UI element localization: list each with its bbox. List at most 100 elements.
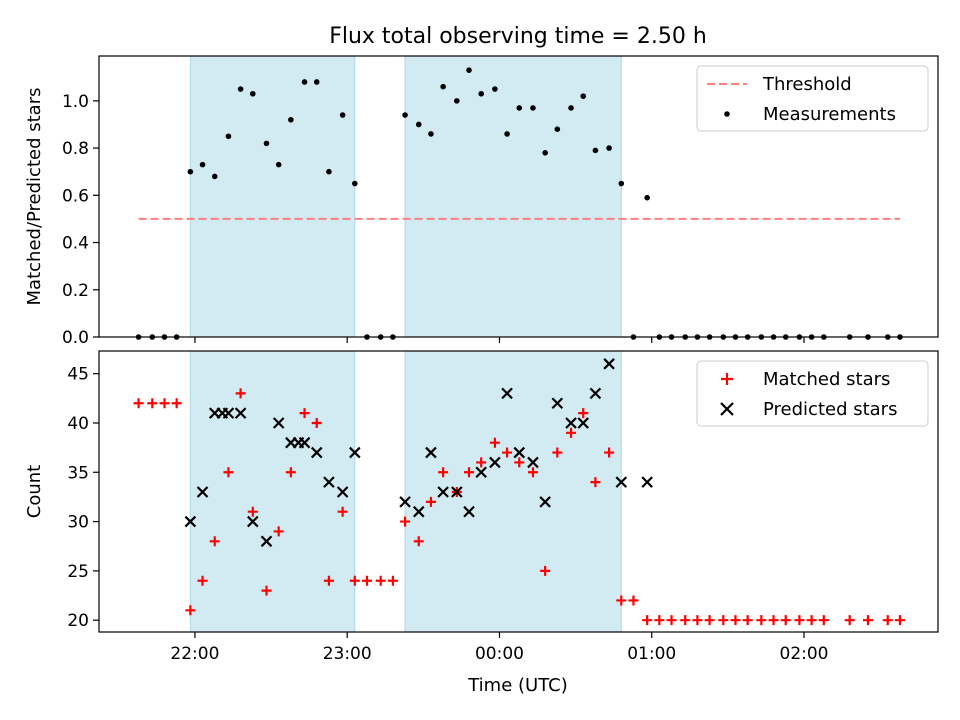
legend-box (696, 65, 929, 132)
matched-star-point (311, 417, 322, 428)
matched-star-point (147, 398, 158, 409)
matched-star-point (844, 615, 855, 626)
matched-star-point (590, 477, 601, 488)
y-tick-label: 0.6 (62, 186, 89, 206)
y-tick-label: 20 (67, 611, 89, 631)
matched-star-point (197, 575, 208, 586)
y-tick-label: 0.0 (62, 328, 89, 348)
predicted-star-point (539, 496, 551, 508)
x-tick-label: 22:00 (170, 644, 219, 664)
y-tick-label: 0.8 (62, 139, 89, 159)
matched-star-point (604, 447, 615, 458)
figure-title: Flux total observing time = 2.50 h (329, 24, 707, 49)
y-tick-label: 0.4 (62, 234, 89, 254)
measurement-point (618, 180, 625, 187)
predicted-star-point (641, 476, 653, 488)
measurement-point (530, 105, 536, 111)
predicted-star-point (247, 515, 259, 528)
legend-label: Measurements (763, 104, 896, 125)
measurement-point (454, 98, 460, 104)
y-axis-label: Matched/Predicted stars (24, 88, 45, 306)
matched-star-point (666, 615, 677, 626)
y-tick-label: 1.0 (62, 92, 89, 112)
y-tick-label: 25 (67, 562, 89, 582)
matched-star-point (476, 457, 487, 468)
measurement-point (568, 105, 574, 111)
matched-star-point (171, 398, 182, 409)
measurement-point (249, 90, 256, 97)
measurement-point (644, 194, 650, 201)
predicted-star-point (513, 446, 526, 459)
matched-star-point (616, 595, 627, 606)
matched-star-point (361, 575, 372, 586)
matched-star-point (387, 575, 398, 586)
measurement-point (339, 112, 346, 118)
legend: Matched stars Predicted stars (696, 360, 929, 427)
matched-star-point (375, 575, 386, 586)
legend-matched-swatch (721, 373, 733, 385)
measurement-point (504, 131, 510, 137)
measurement-point (237, 86, 244, 92)
matched-star-point (730, 615, 741, 626)
measurement-point (606, 145, 612, 151)
x-tick-label: 23:00 (323, 644, 372, 664)
predicted-star-point (399, 496, 411, 508)
matched-star-point (223, 467, 234, 478)
y-tick-label: 40 (67, 414, 89, 434)
legend-box (696, 360, 929, 427)
predicted-star-point (298, 436, 311, 449)
measurement-point (199, 161, 206, 168)
matched-star-point (780, 615, 791, 626)
matched-star-point (209, 536, 220, 547)
matched-star-point (502, 447, 513, 458)
plot-area-frame (98, 350, 939, 633)
matched-star-point (862, 615, 873, 626)
predicted-star-point (615, 476, 628, 488)
legend: Threshold Measurements (696, 65, 929, 132)
predicted-star-point (501, 387, 513, 400)
matched-star-point (540, 565, 551, 576)
predicted-star-point (527, 456, 539, 469)
predicted-star-point (603, 358, 615, 370)
matched-star-point (756, 615, 767, 626)
matched-star-point (704, 615, 715, 626)
measurement-point (275, 161, 282, 168)
measurement-point (592, 147, 599, 154)
matched-star-point (742, 615, 753, 626)
matched-star-point (818, 615, 829, 626)
predicted-star-point (475, 466, 487, 479)
predicted-star-point (323, 476, 335, 488)
matched-star-point (261, 585, 272, 596)
matched-star-point (235, 388, 246, 399)
matched-star-point (285, 467, 296, 478)
shaded-interval (189, 350, 356, 633)
measurement-point (187, 168, 194, 175)
measurement-point (478, 90, 484, 97)
measurement-point (580, 93, 587, 99)
measurement-point (415, 121, 422, 128)
x-tick-label: 02:00 (780, 644, 829, 664)
matched-star-point (894, 615, 905, 626)
measurement-point (225, 133, 232, 140)
matched-star-point (438, 467, 449, 478)
predicted-star-point (196, 486, 209, 498)
measurement-point (211, 173, 218, 180)
measurement-point (440, 83, 446, 90)
measurement-point (288, 116, 294, 123)
matched-star-point (464, 467, 475, 478)
matched-star-point (642, 615, 653, 626)
y-tick-label: 30 (67, 513, 89, 533)
measurement-point (554, 126, 561, 133)
x-axis-label: Time (UTC) (467, 675, 568, 696)
matched-star-point (273, 526, 284, 537)
measurement-point (516, 105, 523, 111)
legend-label: Predicted stars (763, 399, 897, 420)
predicted-star-point (589, 387, 602, 400)
matched-star-point (578, 408, 589, 419)
measurement-point (301, 79, 308, 85)
x-tick-label: 01:00 (627, 644, 676, 664)
y-tick-label: 35 (67, 463, 89, 483)
predicted-star-point (451, 486, 463, 498)
predicted-star-point (222, 407, 235, 419)
